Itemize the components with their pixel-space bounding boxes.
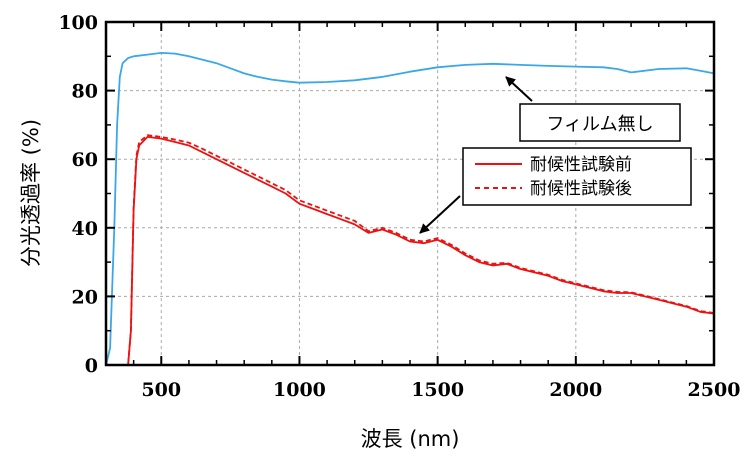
x-tick-label: 2000 <box>549 379 602 401</box>
y-tick-label: 80 <box>72 81 98 103</box>
series-line-2 <box>106 134 715 366</box>
legend-label-after: 耐候性試験後 <box>530 179 632 199</box>
series-line-1 <box>106 135 715 366</box>
annotation-arrow <box>505 76 533 102</box>
series-layer <box>105 52 715 366</box>
annotation-callout: フィルム無し <box>505 76 681 142</box>
ticks <box>105 21 715 366</box>
legend: 耐候性試験前 耐候性試験後 <box>419 147 692 234</box>
y-tick-label: 20 <box>72 286 98 308</box>
legend-label-before: 耐候性試験前 <box>530 155 632 175</box>
y-tick-label: 0 <box>85 355 98 377</box>
x-tick-label: 1500 <box>411 379 464 401</box>
annotation-box <box>519 103 681 142</box>
tick-labels: 500 1000 1500 2000 2500 0 20 40 60 80 100 <box>58 12 740 401</box>
y-tick-label: 40 <box>72 218 98 240</box>
legend-box <box>462 147 692 206</box>
y-tick-label: 60 <box>72 149 98 171</box>
annotation-label: フィルム無し <box>546 114 653 135</box>
x-axis-title: 波長 (nm) <box>361 427 460 451</box>
x-tick-label: 1000 <box>273 379 326 401</box>
y-axis-title: 分光透過率 (%) <box>19 119 43 267</box>
x-tick-label: 2500 <box>688 379 741 401</box>
legend-arrow <box>419 195 461 234</box>
series-line-0 <box>105 52 715 366</box>
y-tick-label: 100 <box>58 12 98 34</box>
x-tick-label: 500 <box>141 379 181 401</box>
